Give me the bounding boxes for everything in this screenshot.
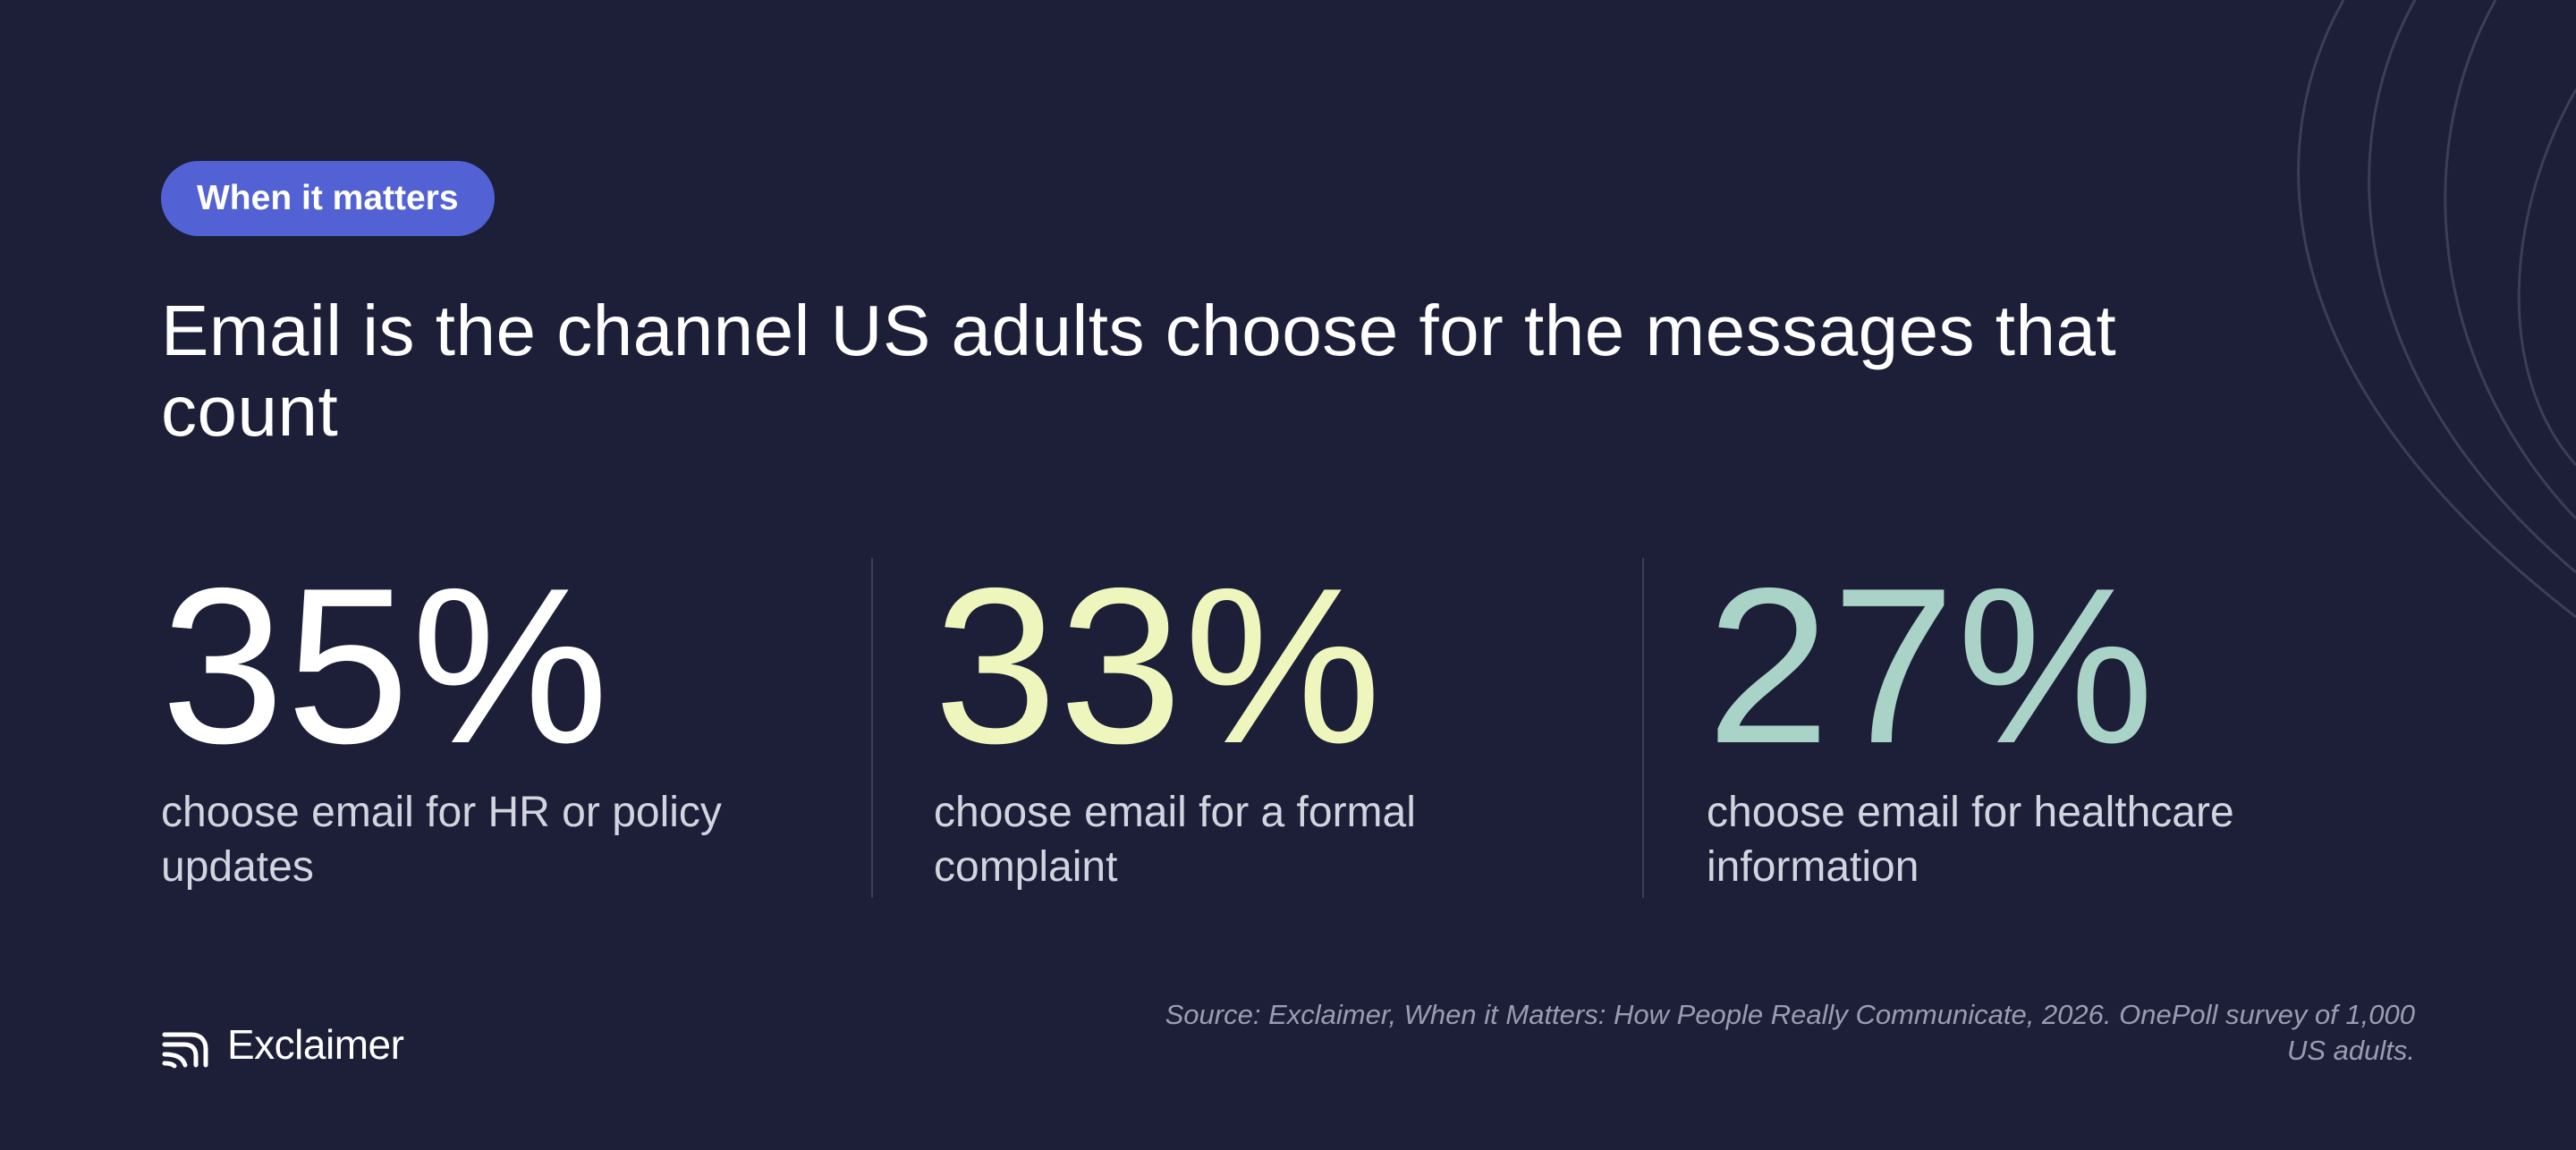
stats-row: 35% choose email for HR or policy update… bbox=[161, 537, 2361, 903]
stat-value: 33% bbox=[934, 541, 1384, 790]
stat-divider bbox=[1642, 558, 1644, 898]
brand-logo: Exclaimer bbox=[161, 1019, 404, 1070]
brand-name: Exclaimer bbox=[227, 1021, 404, 1068]
stat-hr-policy: 35% choose email for HR or policy update… bbox=[161, 537, 877, 903]
exclaimer-logo-icon bbox=[162, 1032, 208, 1069]
decorative-arcs bbox=[2297, 0, 2576, 619]
stat-value: 35% bbox=[161, 541, 611, 790]
source-citation: Source: Exclaimer, When it Matters: How … bbox=[1165, 999, 2415, 1066]
stat-label: choose email for HR or policy updates bbox=[161, 789, 722, 891]
section-badge: When it matters bbox=[161, 161, 495, 236]
stat-label: choose email for healthcare information bbox=[1707, 789, 2234, 891]
stat-healthcare: 27% choose email for healthcare informat… bbox=[1707, 537, 2422, 903]
stat-formal-complaint: 33% choose email for a formal complaint bbox=[934, 537, 1649, 903]
stat-divider bbox=[871, 558, 873, 898]
stat-value: 27% bbox=[1707, 541, 2157, 790]
stat-label: choose email for a formal complaint bbox=[934, 789, 1416, 891]
page-headline: Email is the channel US adults choose fo… bbox=[161, 291, 2117, 451]
